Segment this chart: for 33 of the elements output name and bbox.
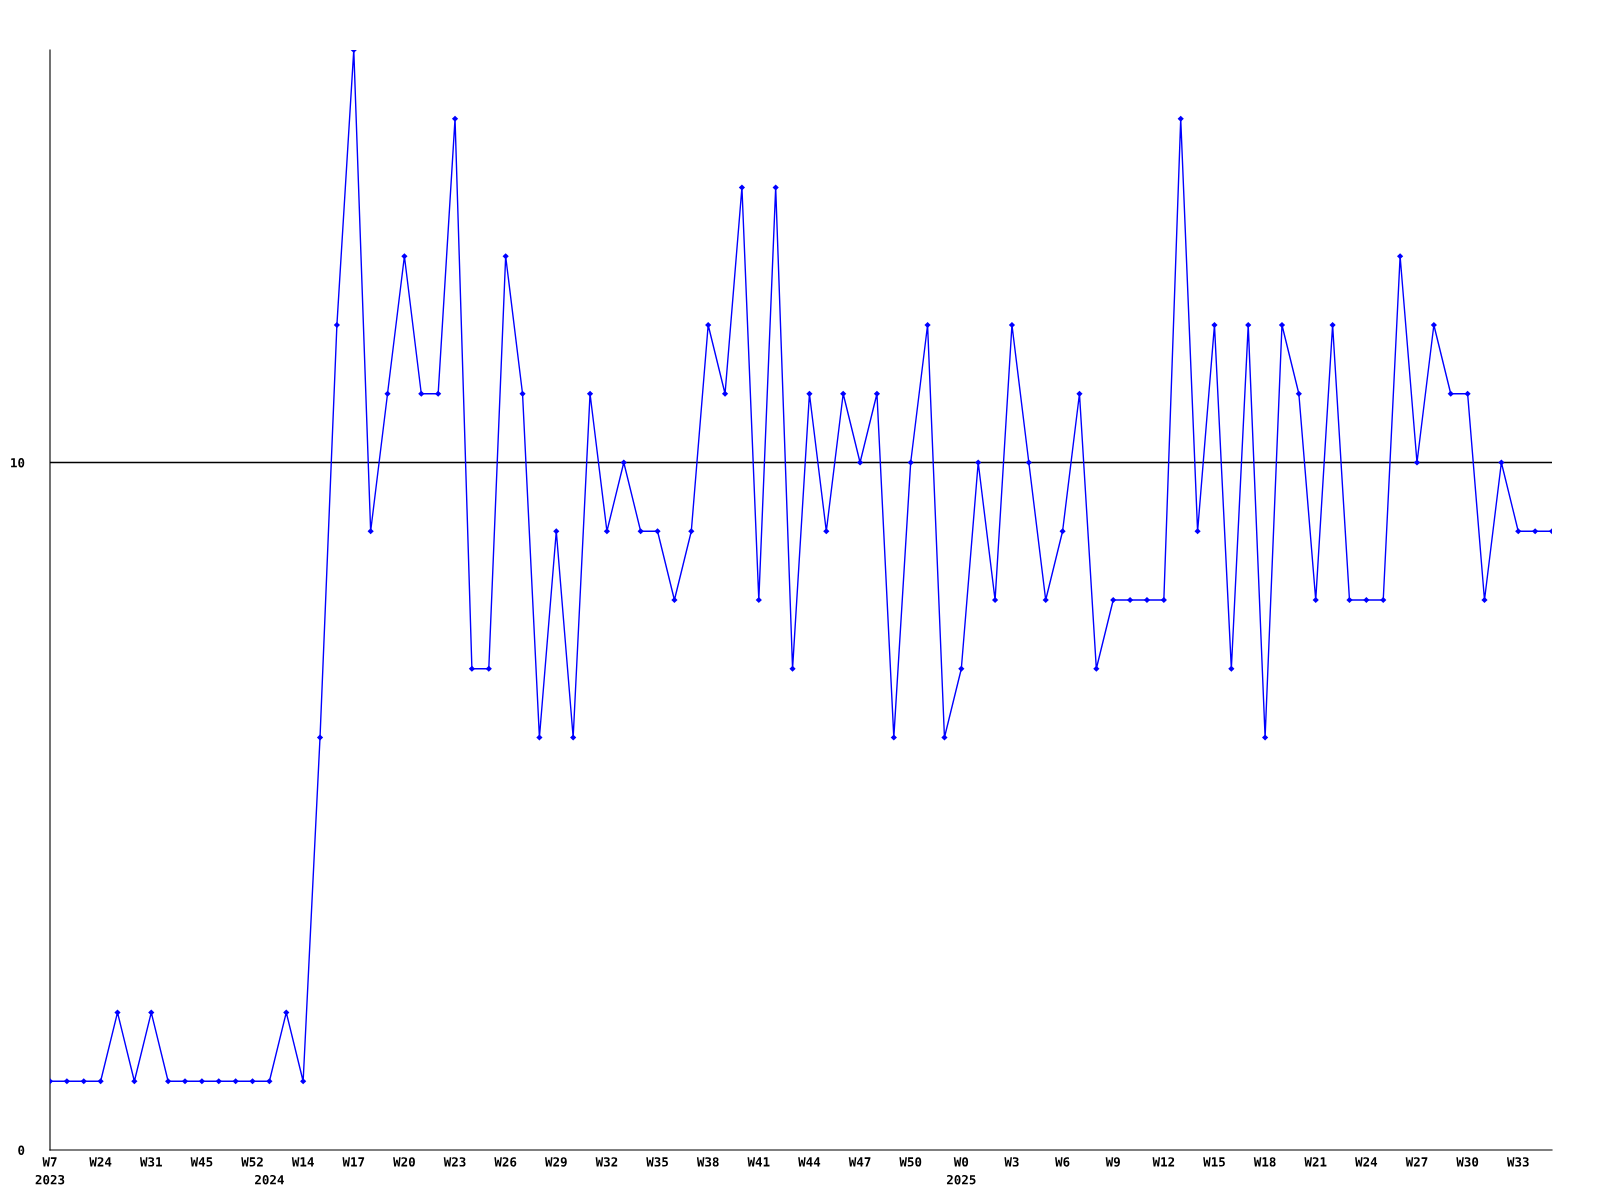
- x-tick-label: W45: [190, 1157, 213, 1167]
- x-tick-label: W31: [139, 1157, 162, 1167]
- x-tick-label: W21: [1304, 1157, 1327, 1167]
- y-tick-label: 10: [11, 457, 25, 468]
- x-tick-label: W47: [848, 1157, 871, 1167]
- x-tick-label: W0 2025: [946, 1157, 976, 1185]
- x-tick-label: W14: [291, 1157, 314, 1167]
- x-tick-label: W27: [1405, 1157, 1428, 1167]
- x-tick-label: W41: [747, 1157, 770, 1167]
- x-tick-label: W26: [494, 1157, 517, 1167]
- x-tick-label: W29: [545, 1157, 567, 1167]
- x-tick-label: 2024: [255, 1174, 284, 1185]
- x-tick-label: W24: [89, 1157, 112, 1167]
- x-tick-label: W9: [1105, 1157, 1120, 1167]
- x-tick-label: W6: [1055, 1157, 1070, 1167]
- x-tick-label: W33: [1506, 1157, 1529, 1167]
- x-tick-label: W3: [1004, 1157, 1019, 1167]
- x-tick-label: W35: [646, 1157, 668, 1167]
- x-tick-label: W44: [798, 1157, 821, 1167]
- y-tick-label: 0: [18, 1145, 25, 1155]
- x-tick-label: W20: [393, 1157, 415, 1167]
- x-tick-label: W24: [1355, 1157, 1378, 1167]
- x-tick-label: W38: [696, 1157, 719, 1167]
- x-tick-label: W17: [342, 1157, 365, 1167]
- x-tick-label: W7 2023: [35, 1157, 65, 1185]
- x-tick-label: W32: [595, 1157, 618, 1167]
- x-tick-label: W30: [1456, 1157, 1479, 1167]
- x-tick-label: W15: [1203, 1157, 1225, 1167]
- x-tick-label: W52: [241, 1157, 263, 1167]
- x-tick-label: W18: [1253, 1157, 1276, 1167]
- x-tick-label: W23: [443, 1157, 466, 1167]
- x-tick-label: W12: [1152, 1157, 1175, 1167]
- x-tick-label: W50: [899, 1157, 922, 1167]
